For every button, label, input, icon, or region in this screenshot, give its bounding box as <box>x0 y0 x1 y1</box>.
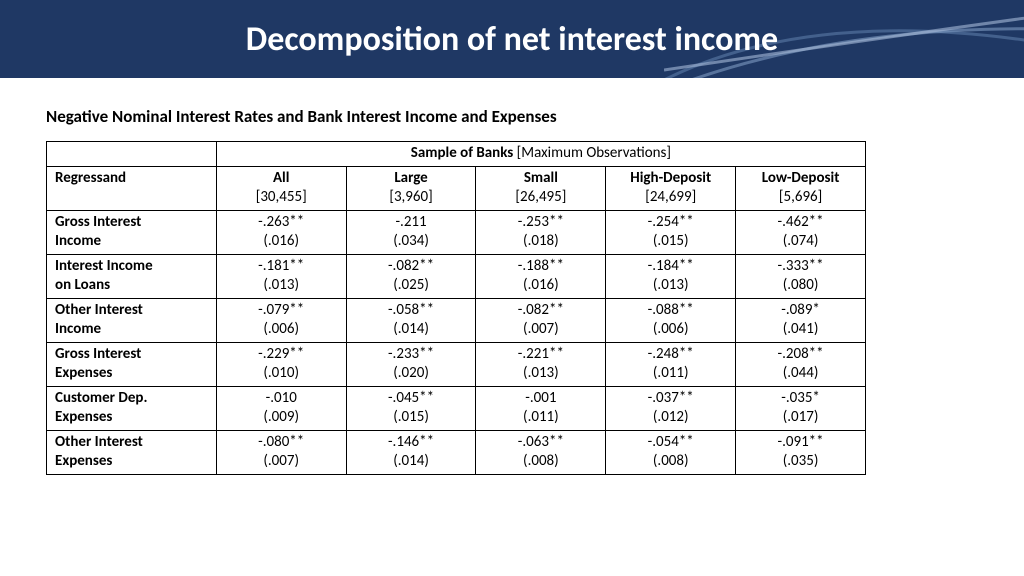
data-cell: -.089*(.041) <box>736 298 866 342</box>
column-header: Small[26,495] <box>476 166 606 210</box>
table-row: Customer Dep.Expenses-.010(.009)-.045**(… <box>47 386 866 430</box>
data-cell: -.063**(.008) <box>476 430 606 474</box>
data-cell: -.037**(.012) <box>606 386 736 430</box>
table-row: Interest Incomeon Loans-.181**(.013)-.08… <box>47 254 866 298</box>
data-cell: -.079**(.006) <box>216 298 346 342</box>
data-cell: -.058**(.014) <box>346 298 476 342</box>
data-cell: -.091**(.035) <box>736 430 866 474</box>
data-cell: -.082**(.007) <box>476 298 606 342</box>
data-cell: -.211(.034) <box>346 210 476 254</box>
subtitle: Negative Nominal Interest Rates and Bank… <box>46 106 978 127</box>
row-label: Gross InterestExpenses <box>47 342 217 386</box>
slide-header: Decomposition of net interest income <box>0 0 1024 78</box>
data-cell: -.248**(.011) <box>606 342 736 386</box>
data-cell: -.181**(.013) <box>216 254 346 298</box>
data-cell: -.229**(.010) <box>216 342 346 386</box>
table-row: Gross InterestExpenses-.229**(.010)-.233… <box>47 342 866 386</box>
column-header: All[30,455] <box>216 166 346 210</box>
data-cell: -.233**(.020) <box>346 342 476 386</box>
row-label: Customer Dep.Expenses <box>47 386 217 430</box>
data-cell: -.045**(.015) <box>346 386 476 430</box>
data-cell: -.208**(.044) <box>736 342 866 386</box>
regressand-label: Regressand <box>47 166 217 210</box>
data-cell: -.221**(.013) <box>476 342 606 386</box>
data-cell: -.010(.009) <box>216 386 346 430</box>
row-label: Other InterestExpenses <box>47 430 217 474</box>
row-label: Other InterestIncome <box>47 298 217 342</box>
data-cell: -.001(.011) <box>476 386 606 430</box>
column-header: High-Deposit[24,699] <box>606 166 736 210</box>
data-cell: -.082**(.025) <box>346 254 476 298</box>
data-cell: -.188**(.016) <box>476 254 606 298</box>
table-row: Gross InterestIncome-.263**(.016)-.211(.… <box>47 210 866 254</box>
column-header: Low-Deposit[5,696] <box>736 166 866 210</box>
table-corner-blank <box>47 142 217 167</box>
data-cell: -.054**(.008) <box>606 430 736 474</box>
table-row: Other InterestExpenses-.080**(.007)-.146… <box>47 430 866 474</box>
row-label: Interest Incomeon Loans <box>47 254 217 298</box>
data-cell: -.254**(.015) <box>606 210 736 254</box>
data-cell: -.333**(.080) <box>736 254 866 298</box>
data-cell: -.080**(.007) <box>216 430 346 474</box>
row-label: Gross InterestIncome <box>47 210 217 254</box>
slide-title: Decomposition of net interest income <box>246 19 778 60</box>
data-cell: -.035*(.017) <box>736 386 866 430</box>
results-table: Sample of Banks [Maximum Observations]Re… <box>46 141 866 475</box>
data-cell: -.088**(.006) <box>606 298 736 342</box>
column-header: Large[3,960] <box>346 166 476 210</box>
slide-content: Negative Nominal Interest Rates and Bank… <box>0 78 1024 475</box>
table-row: Other InterestIncome-.079**(.006)-.058**… <box>47 298 866 342</box>
data-cell: -.146**(.014) <box>346 430 476 474</box>
data-cell: -.184**(.013) <box>606 254 736 298</box>
data-cell: -.462**(.074) <box>736 210 866 254</box>
sample-header: Sample of Banks [Maximum Observations] <box>216 142 865 167</box>
data-cell: -.253**(.018) <box>476 210 606 254</box>
data-cell: -.263**(.016) <box>216 210 346 254</box>
